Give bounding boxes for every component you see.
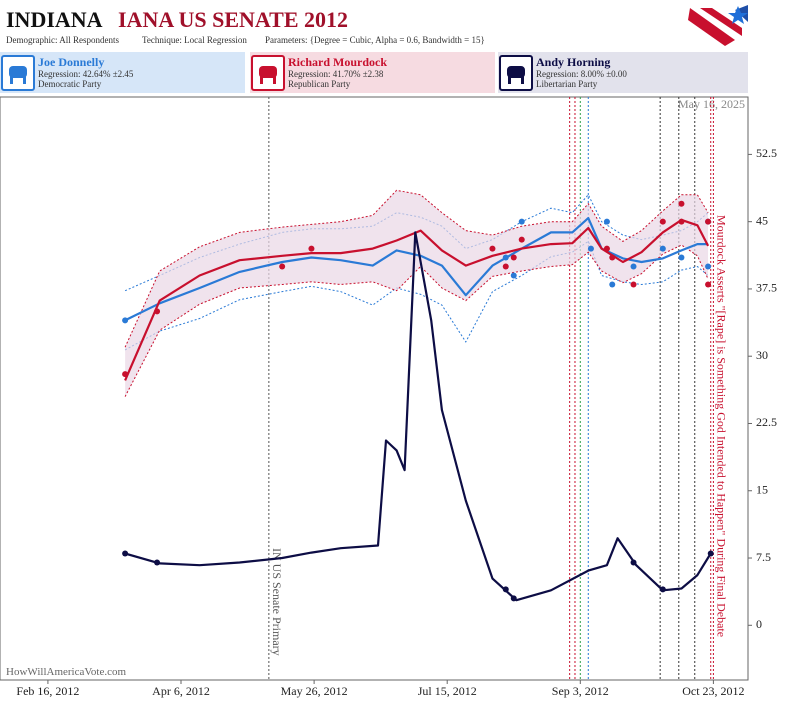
poll-point: [659, 245, 666, 252]
y-tick-label: 7.5: [756, 550, 771, 564]
event-label: IN US Senate Primary: [270, 548, 284, 656]
legend-panel: [498, 52, 748, 93]
poll-point: [603, 218, 610, 225]
series-line: [124, 217, 709, 322]
legend-icon-leg: [260, 76, 263, 84]
poll-point: [603, 245, 610, 252]
y-tick-label: 52.5: [756, 146, 777, 160]
poll-point: [518, 218, 525, 225]
poll-point: [630, 559, 637, 566]
legend-party: Libertarian Party: [536, 79, 598, 89]
legend-icon-body: [507, 66, 525, 78]
y-tick-label: 15: [756, 482, 768, 496]
legend-icon-leg: [508, 76, 511, 84]
demographic: Demographic: All Respondents: [6, 35, 119, 45]
legend-panel: [0, 52, 245, 93]
legend-icon-leg: [10, 76, 13, 84]
event-label: Mourdock Asserts "[Rape] is Something Go…: [714, 215, 728, 637]
legend-party: Democratic Party: [38, 79, 102, 89]
legend-regression: Regression: 41.70% ±2.38: [288, 69, 384, 79]
poll-point: [308, 245, 315, 252]
poll-point: [502, 263, 509, 270]
poll-point: [122, 371, 129, 378]
poll-point: [630, 281, 637, 288]
legend-regression: Regression: 42.64% ±2.45: [38, 69, 134, 79]
date-note: May 16, 2025: [678, 97, 745, 111]
legend-icon-body: [259, 66, 277, 78]
poll-point: [587, 245, 594, 252]
source: HowWillAmericaVote.com: [6, 666, 126, 678]
y-tick-label: 0: [756, 617, 762, 631]
y-tick-label: 37.5: [756, 281, 777, 295]
poll-point: [279, 263, 286, 270]
poll-point: [705, 218, 712, 225]
poll-point: [518, 236, 525, 243]
x-tick-label: Jul 15, 2012: [418, 684, 477, 698]
legend-name: Richard Mourdock: [288, 55, 387, 69]
y-tick-label: 30: [756, 348, 768, 362]
legend-icon-leg: [521, 76, 524, 84]
poll-point: [659, 218, 666, 225]
x-tick-label: May 26, 2012: [281, 684, 348, 698]
poll-point: [154, 559, 161, 566]
legend-icon-leg: [273, 76, 276, 84]
band-line: [124, 240, 709, 351]
poll-point: [122, 550, 129, 557]
poll-point: [609, 281, 616, 288]
poll-point: [707, 550, 714, 557]
poll-point: [122, 317, 129, 324]
legend-panel: [250, 52, 495, 93]
legend-icon-body: [9, 66, 27, 78]
poll-point: [678, 254, 685, 261]
legend-icon-leg: [23, 76, 26, 84]
poll-point: [630, 263, 637, 270]
poll-point: [705, 263, 712, 270]
technique: Technique: Local Regression: [142, 35, 247, 45]
x-tick-label: Sep 3, 2012: [552, 684, 609, 698]
band-line: [124, 244, 709, 397]
poll-point: [502, 586, 509, 593]
title: IANA US SENATE 2012: [118, 7, 348, 32]
logo: [688, 5, 748, 46]
poll-point: [510, 595, 517, 602]
poll-point: [705, 281, 712, 288]
poll-point: [154, 308, 161, 315]
poll-point: [502, 254, 509, 261]
legend-regression: Regression: 8.00% ±0.00: [536, 69, 627, 79]
x-tick-label: Feb 16, 2012: [16, 684, 79, 698]
legend-name: Joe Donnelly: [38, 55, 104, 69]
poll-point: [510, 254, 517, 261]
legend-name: Andy Horning: [536, 55, 610, 69]
x-tick-label: Oct 23, 2012: [682, 684, 744, 698]
title-state: INDIANA: [6, 7, 103, 32]
series-line: [124, 218, 710, 381]
poll-point: [659, 586, 666, 593]
poll-point: [678, 200, 685, 207]
poll-point: [489, 245, 496, 252]
legend-party: Republican Party: [288, 79, 351, 89]
poll-point: [609, 254, 616, 261]
x-tick-label: Apr 6, 2012: [152, 684, 210, 698]
band-line: [124, 189, 709, 348]
band-fill: [125, 190, 709, 397]
plot-frame: [0, 96, 749, 681]
y-tick-label: 22.5: [756, 415, 777, 429]
poll-point: [678, 218, 685, 225]
y-tick-label: 45: [756, 213, 768, 227]
parameters: Parameters: {Degree = Cubic, Alpha = 0.6…: [265, 35, 485, 45]
poll-point: [510, 272, 517, 279]
